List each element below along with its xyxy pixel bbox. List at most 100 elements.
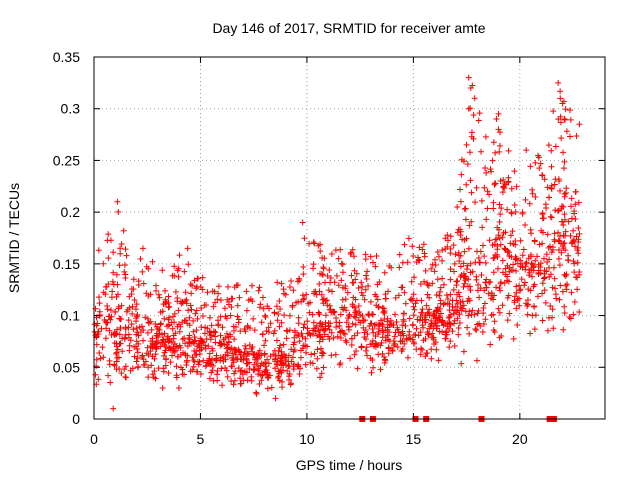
data-point [425, 309, 432, 316]
data-point [209, 288, 216, 295]
data-point [541, 176, 548, 183]
data-point [560, 245, 567, 252]
data-point [117, 245, 124, 252]
data-point [365, 282, 372, 289]
data-point [410, 253, 417, 260]
data-point [196, 342, 203, 349]
data-point [183, 362, 190, 369]
data-point [280, 286, 287, 293]
data-point [490, 296, 497, 303]
data-point [496, 148, 503, 155]
data-point [219, 324, 226, 331]
data-point [407, 335, 414, 342]
data-point [382, 295, 389, 302]
data-point [218, 341, 225, 348]
data-point [192, 310, 199, 317]
data-point [516, 302, 523, 309]
data-point [206, 360, 213, 367]
data-point [463, 235, 470, 242]
data-point [375, 321, 382, 328]
data-point [268, 384, 275, 391]
data-point [454, 277, 461, 284]
data-point [195, 275, 202, 282]
data-point [202, 342, 209, 349]
data-point [126, 347, 133, 354]
data-point [524, 301, 531, 308]
data-point [254, 355, 261, 362]
data-point [145, 319, 152, 326]
data-point [520, 246, 527, 253]
data-point [182, 340, 189, 347]
data-point [122, 325, 129, 332]
data-point [467, 269, 474, 276]
data-point [134, 349, 141, 356]
data-point [351, 332, 358, 339]
data-point [465, 74, 472, 81]
data-point [145, 265, 152, 272]
data-point [182, 289, 189, 296]
data-point [462, 216, 469, 223]
data-point [386, 321, 393, 328]
data-point [132, 306, 139, 313]
data-point [300, 296, 307, 303]
data-point [365, 311, 372, 318]
data-point [95, 376, 102, 383]
data-point [314, 355, 321, 362]
data-point [373, 293, 380, 300]
data-point [322, 312, 329, 319]
data-point [371, 322, 378, 329]
data-point [518, 276, 525, 283]
data-point [264, 385, 271, 392]
data-point [91, 321, 98, 328]
data-point [256, 367, 263, 374]
data-point [499, 269, 506, 276]
data-point [575, 250, 582, 257]
data-point [297, 354, 304, 361]
data-point [561, 216, 568, 223]
data-point [152, 375, 159, 382]
data-point [123, 252, 130, 259]
data-point [484, 188, 491, 195]
data-point [439, 257, 446, 264]
data-point [490, 199, 497, 206]
data-point [184, 320, 191, 327]
data-point [248, 377, 255, 384]
data-point [127, 367, 134, 374]
data-point [179, 319, 186, 326]
data-point [522, 263, 529, 270]
data-point [455, 325, 462, 332]
data-point [555, 229, 562, 236]
data-point [183, 296, 190, 303]
data-point [281, 312, 288, 319]
data-point [199, 312, 206, 319]
data-point [406, 328, 413, 335]
data-point [106, 327, 113, 334]
data-point [159, 384, 166, 391]
data-point [432, 339, 439, 346]
data-point [337, 311, 344, 318]
data-point [319, 352, 326, 359]
data-point [420, 241, 427, 248]
data-point [490, 139, 497, 146]
data-point [496, 334, 503, 341]
data-point [447, 291, 454, 298]
data-point [352, 347, 359, 354]
data-point [510, 261, 517, 268]
data-point [327, 306, 334, 313]
data-point [436, 253, 443, 260]
data-point [335, 255, 342, 262]
data-point [278, 369, 285, 376]
data-point [419, 346, 426, 353]
data-point [369, 325, 376, 332]
data-point [107, 237, 114, 244]
data-point [256, 304, 263, 311]
data-point [289, 302, 296, 309]
data-point [126, 304, 133, 311]
data-point [333, 323, 340, 330]
data-point [200, 357, 207, 364]
data-point [539, 290, 546, 297]
data-point [552, 207, 559, 214]
data-point [181, 335, 188, 342]
data-point [152, 340, 159, 347]
data-point [212, 299, 219, 306]
